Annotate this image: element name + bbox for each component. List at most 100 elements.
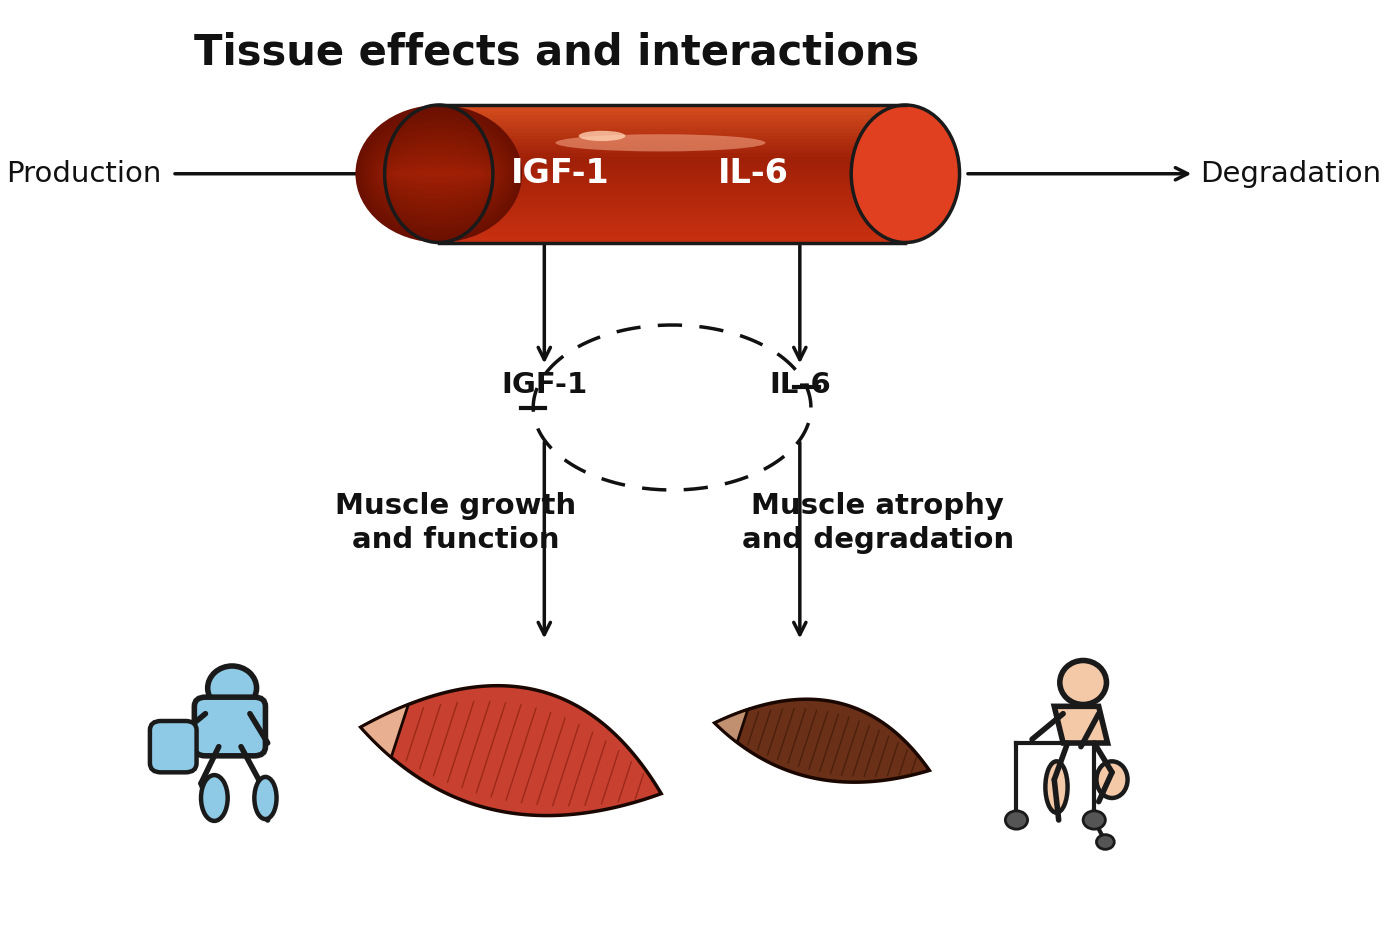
Ellipse shape bbox=[373, 134, 505, 214]
Bar bbox=[439, 170, 905, 174]
Circle shape bbox=[1096, 834, 1114, 849]
Bar bbox=[439, 164, 905, 166]
Ellipse shape bbox=[366, 122, 511, 226]
Ellipse shape bbox=[358, 108, 520, 239]
Circle shape bbox=[1082, 811, 1106, 829]
Bar bbox=[439, 174, 905, 178]
Ellipse shape bbox=[384, 154, 493, 194]
Ellipse shape bbox=[255, 777, 277, 819]
Ellipse shape bbox=[395, 170, 482, 178]
Bar bbox=[439, 146, 905, 150]
Ellipse shape bbox=[385, 154, 492, 192]
Text: Production: Production bbox=[6, 160, 161, 188]
Bar bbox=[439, 226, 905, 228]
Bar bbox=[439, 136, 905, 140]
Bar bbox=[439, 142, 905, 146]
Bar bbox=[439, 212, 905, 215]
Ellipse shape bbox=[378, 142, 499, 204]
Ellipse shape bbox=[355, 105, 523, 242]
Bar bbox=[439, 215, 905, 218]
Ellipse shape bbox=[384, 152, 493, 196]
Bar bbox=[439, 132, 905, 136]
Ellipse shape bbox=[208, 666, 256, 710]
Ellipse shape bbox=[394, 168, 484, 179]
Polygon shape bbox=[360, 705, 409, 758]
Polygon shape bbox=[360, 685, 661, 816]
Bar bbox=[439, 184, 905, 188]
Bar bbox=[439, 154, 905, 156]
Polygon shape bbox=[715, 699, 930, 783]
Ellipse shape bbox=[362, 116, 516, 232]
Bar bbox=[439, 105, 905, 108]
Ellipse shape bbox=[556, 134, 765, 152]
Bar bbox=[439, 208, 905, 212]
Bar bbox=[439, 118, 905, 122]
Ellipse shape bbox=[381, 148, 496, 200]
Bar bbox=[439, 198, 905, 202]
Ellipse shape bbox=[1060, 660, 1106, 705]
Text: Degradation: Degradation bbox=[1200, 160, 1380, 188]
Bar bbox=[439, 188, 905, 191]
Bar bbox=[439, 204, 905, 208]
Text: IL-6: IL-6 bbox=[769, 371, 830, 399]
Ellipse shape bbox=[851, 105, 959, 242]
Bar bbox=[439, 222, 905, 226]
Ellipse shape bbox=[376, 138, 502, 210]
Bar bbox=[439, 232, 905, 236]
Text: Tissue effects and interactions: Tissue effects and interactions bbox=[194, 31, 919, 74]
Bar bbox=[439, 228, 905, 232]
Bar bbox=[439, 126, 905, 130]
Bar bbox=[439, 140, 905, 142]
Bar bbox=[439, 194, 905, 198]
Ellipse shape bbox=[380, 144, 498, 203]
Ellipse shape bbox=[387, 156, 491, 191]
Text: IGF-1: IGF-1 bbox=[511, 157, 610, 191]
Ellipse shape bbox=[376, 140, 502, 208]
Ellipse shape bbox=[388, 158, 489, 190]
Bar bbox=[439, 178, 905, 180]
Ellipse shape bbox=[363, 117, 514, 230]
Bar bbox=[439, 150, 905, 154]
Polygon shape bbox=[1055, 707, 1107, 743]
Polygon shape bbox=[715, 709, 748, 743]
Ellipse shape bbox=[1096, 761, 1128, 798]
Ellipse shape bbox=[356, 106, 521, 241]
Ellipse shape bbox=[392, 166, 485, 182]
Bar bbox=[439, 112, 905, 116]
Ellipse shape bbox=[374, 136, 503, 212]
Ellipse shape bbox=[394, 166, 485, 180]
Ellipse shape bbox=[370, 130, 507, 218]
Ellipse shape bbox=[367, 124, 510, 224]
Bar bbox=[439, 108, 905, 112]
Bar bbox=[439, 236, 905, 239]
Ellipse shape bbox=[367, 126, 510, 222]
FancyBboxPatch shape bbox=[150, 721, 197, 772]
Ellipse shape bbox=[363, 118, 514, 228]
Ellipse shape bbox=[377, 142, 500, 206]
Ellipse shape bbox=[396, 172, 481, 176]
Ellipse shape bbox=[359, 112, 518, 236]
Ellipse shape bbox=[391, 164, 486, 184]
Ellipse shape bbox=[369, 128, 509, 220]
Ellipse shape bbox=[383, 150, 495, 198]
Ellipse shape bbox=[388, 160, 489, 188]
Bar bbox=[439, 130, 905, 132]
Text: Muscle atrophy
and degradation: Muscle atrophy and degradation bbox=[742, 491, 1013, 554]
Bar bbox=[439, 160, 905, 164]
Bar bbox=[439, 156, 905, 160]
Bar bbox=[439, 122, 905, 126]
Ellipse shape bbox=[579, 130, 625, 142]
Bar bbox=[439, 202, 905, 204]
Ellipse shape bbox=[1045, 761, 1067, 813]
Bar bbox=[439, 239, 905, 242]
Text: IL-6: IL-6 bbox=[718, 157, 789, 191]
Bar bbox=[439, 218, 905, 222]
Ellipse shape bbox=[365, 120, 513, 227]
Ellipse shape bbox=[201, 775, 227, 820]
Text: Muscle growth
and function: Muscle growth and function bbox=[335, 491, 577, 554]
Ellipse shape bbox=[371, 130, 506, 216]
Bar bbox=[439, 166, 905, 170]
FancyBboxPatch shape bbox=[194, 697, 266, 756]
Ellipse shape bbox=[360, 114, 517, 234]
Ellipse shape bbox=[380, 146, 498, 202]
